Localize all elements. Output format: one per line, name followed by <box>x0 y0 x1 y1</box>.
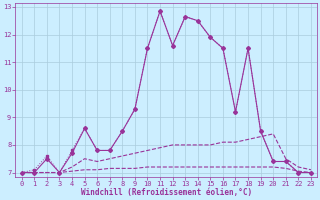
X-axis label: Windchill (Refroidissement éolien,°C): Windchill (Refroidissement éolien,°C) <box>81 188 252 197</box>
